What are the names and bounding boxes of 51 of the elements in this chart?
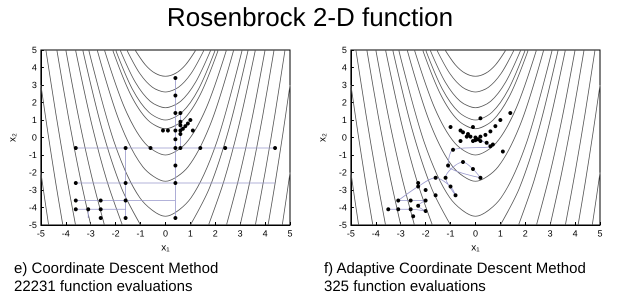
- y-tick-label: -3: [338, 185, 347, 195]
- y-tick-label: -3: [28, 185, 37, 195]
- x-axis-title: x₁: [471, 242, 480, 254]
- x-tick-label: 2: [522, 228, 528, 238]
- x-tick-label: -1: [136, 228, 145, 238]
- x-tick-label: -2: [422, 228, 430, 238]
- y-tick-label: 0: [342, 132, 347, 142]
- text: 325 function evaluations: [324, 278, 487, 296]
- x-tick-label: 0: [162, 228, 168, 238]
- y-tick-label: -4: [338, 202, 347, 212]
- x-tick-label: 1: [188, 228, 193, 238]
- y-axis-title: x₂: [8, 132, 18, 142]
- x-tick-label: -1: [446, 228, 455, 238]
- text: e) Coordinate Descent Method: [14, 260, 218, 278]
- x-tick-label: 3: [238, 228, 243, 238]
- x-tick-label: 4: [572, 228, 578, 238]
- y-tick-label: 5: [342, 45, 347, 55]
- x-tick-label: -4: [372, 228, 380, 238]
- x-tick-label: 5: [597, 228, 603, 238]
- x-tick-label: 0: [472, 228, 478, 238]
- y-tick-label: -4: [28, 202, 37, 212]
- y-tick-label: -5: [338, 220, 347, 230]
- y-tick-label: 5: [32, 45, 37, 55]
- chart-title: Rosenbrock 2-D function: [166, 2, 454, 33]
- y-tick-label: 4: [342, 62, 347, 72]
- x-tick-label: -2: [112, 228, 120, 238]
- y-tick-label: 1: [342, 115, 347, 125]
- y-tick-label: -2: [28, 168, 37, 178]
- text: f) Adaptive Coordinate Descent Method: [324, 260, 586, 278]
- x-tick-label: 5: [287, 228, 293, 238]
- y-tick-label: -1: [28, 150, 37, 160]
- x-tick-label: 4: [262, 228, 268, 238]
- y-tick-label: 4: [32, 62, 37, 72]
- x-tick-label: -3: [396, 228, 405, 238]
- x-tick-label: 1: [498, 228, 503, 238]
- x-tick-label: 3: [548, 228, 553, 238]
- y-tick-label: 3: [342, 80, 347, 90]
- text: 22231 function evaluations: [14, 278, 194, 296]
- y-axis-title: x₂: [318, 132, 328, 142]
- y-tick-label: 2: [342, 98, 347, 108]
- y-tick-label: 2: [32, 98, 37, 108]
- y-tick-label: -2: [338, 168, 347, 178]
- y-tick-label: -1: [338, 150, 347, 160]
- x-axis-title: x₁: [161, 242, 170, 254]
- y-tick-label: 1: [32, 115, 37, 125]
- x-tick-label: 2: [212, 228, 218, 238]
- y-tick-label: -5: [28, 220, 37, 230]
- x-tick-label: -3: [86, 228, 95, 238]
- y-tick-label: 3: [32, 80, 37, 90]
- y-tick-label: 0: [32, 132, 37, 142]
- x-tick-label: -4: [62, 228, 70, 238]
